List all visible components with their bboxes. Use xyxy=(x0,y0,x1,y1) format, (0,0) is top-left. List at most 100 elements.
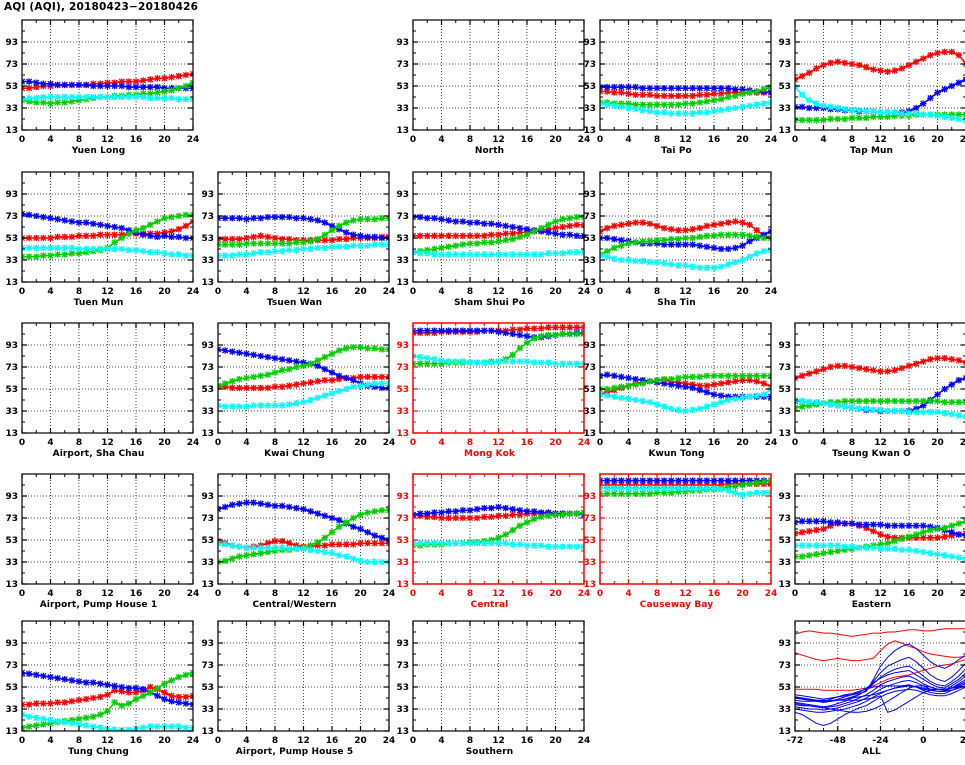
x-axis-tick-label: 24 xyxy=(765,438,777,448)
panel-title: Tuen Mun xyxy=(73,298,124,308)
x-axis-tick-label: 12 xyxy=(492,736,505,746)
panel-title: Tseung Kwan O xyxy=(832,449,911,459)
y-axis-tick-label: 33 xyxy=(778,705,791,715)
x-axis-tick-label: 4 xyxy=(47,736,53,746)
y-axis-tick-label: 93 xyxy=(396,492,409,502)
chart-plot: 13 33 53 73 93 0 4 8 12 16 20 24 xyxy=(583,322,777,448)
y-axis-tick-label: 93 xyxy=(5,639,18,649)
chart-plot: 13 33 53 73 93 -72 -48 -24 0 24 xyxy=(778,620,965,746)
y-axis-tick-label: 93 xyxy=(778,38,791,48)
y-axis-tick-label: 13 xyxy=(5,126,18,136)
x-axis-tick-label: 20 xyxy=(354,438,367,448)
x-axis-tick-label: 8 xyxy=(654,589,660,599)
x-axis-tick-label: 24 xyxy=(765,135,777,145)
x-axis-tick-label: 20 xyxy=(354,589,367,599)
x-axis-tick-label: 0 xyxy=(597,589,603,599)
x-axis-tick-label: 24 xyxy=(578,589,590,599)
x-axis-tick-label: 8 xyxy=(76,736,82,746)
y-axis-tick-label: 93 xyxy=(396,190,409,200)
x-axis-tick-label: 0 xyxy=(19,438,25,448)
x-axis-tick-label: 20 xyxy=(158,287,171,297)
x-axis-tick-label: 0 xyxy=(215,589,221,599)
x-axis-tick-label: 24 xyxy=(187,736,199,746)
y-axis-tick-label: 33 xyxy=(583,407,596,417)
x-axis-tick-label: 20 xyxy=(158,135,171,145)
chart-plot: 13 33 53 73 93 0 4 8 12 16 20 24 xyxy=(201,620,395,746)
x-axis-tick-label: 24 xyxy=(187,438,199,448)
x-axis-tick-label: 4 xyxy=(243,589,249,599)
x-axis-tick-label: 0 xyxy=(410,287,416,297)
y-axis-tick-label: 33 xyxy=(778,407,791,417)
y-axis-tick-label: 13 xyxy=(5,580,18,590)
y-axis-tick-label: 33 xyxy=(201,256,214,266)
x-axis-tick-label: 12 xyxy=(874,438,887,448)
x-axis-tick-label: 4 xyxy=(438,736,444,746)
x-axis-tick-label: 16 xyxy=(521,135,534,145)
x-axis-tick-label: 12 xyxy=(101,135,114,145)
y-axis-tick-label: 93 xyxy=(778,341,791,351)
x-axis-tick-label: 20 xyxy=(549,135,562,145)
y-axis-tick-label: 93 xyxy=(201,341,214,351)
x-axis-tick-label: 8 xyxy=(849,438,855,448)
y-axis-tick-label: 93 xyxy=(5,38,18,48)
panel-title: Airport, Pump House 1 xyxy=(39,600,158,610)
panel-title: Tai Po xyxy=(661,146,692,156)
x-axis-tick-label: 16 xyxy=(521,589,534,599)
x-axis-tick-label: 8 xyxy=(654,438,660,448)
y-axis-tick-label: 33 xyxy=(5,558,18,568)
y-axis-tick-label: 73 xyxy=(778,363,791,373)
x-axis-tick-label: -48 xyxy=(830,736,846,746)
x-axis-tick-label: 0 xyxy=(19,135,25,145)
x-axis-tick-label: 0 xyxy=(215,438,221,448)
x-axis-tick-label: 12 xyxy=(297,736,310,746)
y-axis-tick-label: 93 xyxy=(396,341,409,351)
panel-title: ALL xyxy=(862,747,881,757)
x-axis-tick-label: 0 xyxy=(920,736,926,746)
y-axis-tick-label: 53 xyxy=(396,82,409,92)
y-axis-tick-label: 13 xyxy=(396,278,409,288)
chart-panel: 13 33 53 73 93 0 4 8 12 16 20 24 Mong Kok xyxy=(389,319,590,467)
x-axis-tick-label: 12 xyxy=(679,438,692,448)
y-axis-tick-label: 13 xyxy=(396,580,409,590)
y-axis-tick-label: 53 xyxy=(583,385,596,395)
chart-panel: 13 33 53 73 93 0 4 8 12 16 20 24 Sha Tin xyxy=(576,168,777,316)
x-axis-tick-label: 0 xyxy=(597,287,603,297)
x-axis-tick-label: 0 xyxy=(410,438,416,448)
x-axis-tick-label: 24 xyxy=(383,287,395,297)
x-axis-tick-label: 20 xyxy=(549,736,562,746)
y-axis-tick-label: 33 xyxy=(201,407,214,417)
y-axis-tick-label: 73 xyxy=(5,212,18,222)
x-axis-tick-label: 20 xyxy=(931,589,944,599)
x-axis-tick-label: 12 xyxy=(492,287,505,297)
chart-panel: 13 33 53 73 93 0 4 8 12 16 20 24 Sham Shui Po xyxy=(389,168,590,316)
y-axis-tick-label: 73 xyxy=(396,661,409,671)
x-axis-tick-label: 0 xyxy=(215,287,221,297)
x-axis-tick-label: 24 xyxy=(960,736,965,746)
chart-plot: 13 33 53 73 93 0 4 8 12 16 20 24 xyxy=(201,473,395,599)
y-axis-tick-label: 13 xyxy=(583,278,596,288)
x-axis-tick-label: -72 xyxy=(787,736,803,746)
y-axis-tick-label: 53 xyxy=(396,234,409,244)
x-axis-tick-label: 8 xyxy=(76,287,82,297)
chart-panel: 13 33 53 73 93 0 4 8 12 16 20 24 Tseung Kwan O xyxy=(771,319,965,467)
y-axis-tick-label: 53 xyxy=(396,385,409,395)
x-axis-tick-label: 12 xyxy=(492,589,505,599)
x-axis-tick-label: 8 xyxy=(272,438,278,448)
chart-panel: 13 33 53 73 93 0 4 8 12 16 20 24 Tap Mun xyxy=(771,16,965,164)
y-axis-tick-label: 33 xyxy=(778,558,791,568)
x-axis-tick-label: 12 xyxy=(101,736,114,746)
y-axis-tick-label: 93 xyxy=(201,492,214,502)
y-axis-tick-label: 33 xyxy=(5,104,18,114)
y-axis-tick-label: 53 xyxy=(5,385,18,395)
y-axis-tick-label: 53 xyxy=(583,234,596,244)
x-axis-tick-label: 16 xyxy=(326,287,339,297)
x-axis-tick-label: 8 xyxy=(76,135,82,145)
y-axis-tick-label: 53 xyxy=(201,385,214,395)
y-axis-tick-label: 73 xyxy=(201,661,214,671)
y-axis-tick-label: 53 xyxy=(778,385,791,395)
y-axis-tick-label: 93 xyxy=(5,341,18,351)
y-axis-tick-label: 93 xyxy=(5,492,18,502)
chart-panel: 13 33 53 73 93 0 4 8 12 16 20 24 North xyxy=(389,16,590,164)
x-axis-tick-label: 4 xyxy=(820,135,826,145)
